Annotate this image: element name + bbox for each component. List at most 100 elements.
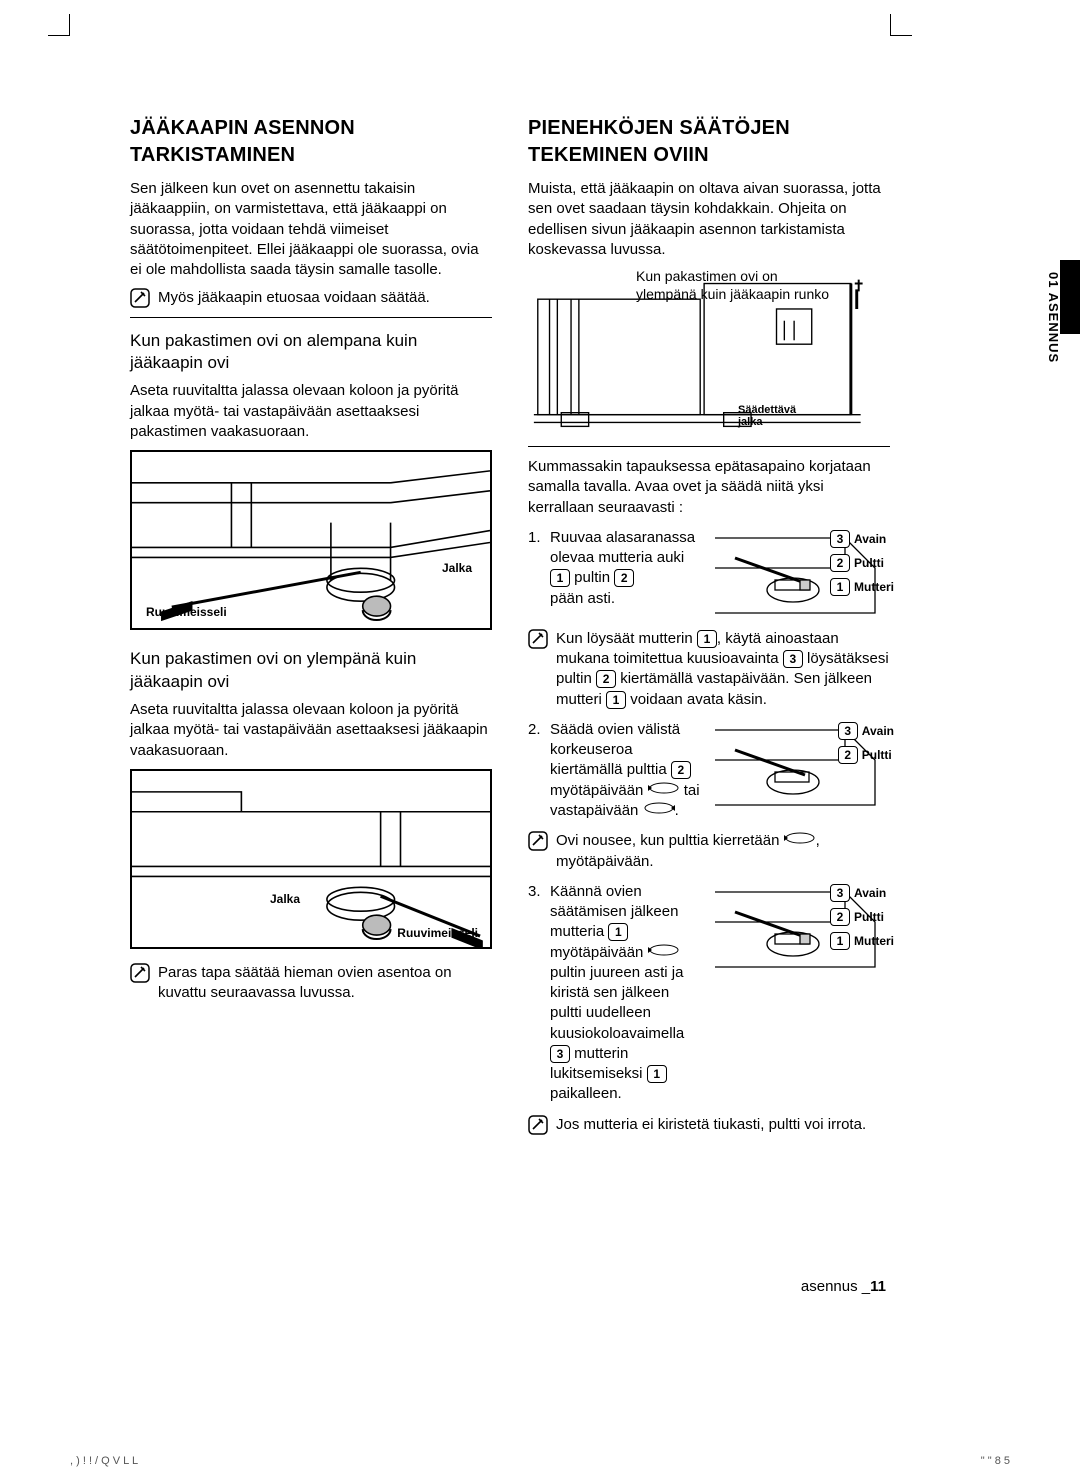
label-jalka-2: Jalka xyxy=(270,891,300,907)
ns1e: voidaan avata käsin. xyxy=(630,691,767,708)
s3c: pultin juureen asti ja kiristä sen jälke… xyxy=(550,964,684,1042)
label-pultti: Pultti xyxy=(854,909,884,925)
label-jalka: Jalka xyxy=(442,560,472,576)
page-content: JÄÄKAAPIN ASENNON TARKISTAMINEN Sen jälk… xyxy=(130,115,890,1375)
right-heading: PIENEHKÖJEN SÄÄTÖJEN TEKEMINEN OVIIN xyxy=(528,115,890,169)
keycap-1: 1 xyxy=(606,691,626,709)
step-3-figure: 3Avain 2Pultti 1Mutteri xyxy=(715,882,890,977)
step-3-text: 3. Käännä ovien säätämisen jälkeen mutte… xyxy=(528,882,705,1109)
step-1: 1. Ruuvaa alasaranassa olevaa mutteria a… xyxy=(528,528,890,623)
fig1-label-line1: Säädettävä xyxy=(738,404,796,416)
fig1-label-line2: jalka xyxy=(738,416,762,428)
step-1-figure: 3Avain 2Pultti 1Mutteri xyxy=(715,528,890,623)
label-avain: Avain xyxy=(854,885,886,901)
keycap-3: 3 xyxy=(550,1045,570,1063)
s2a: Säädä ovien välistä korkeuseroa kiertämä… xyxy=(550,721,680,779)
keycap-2: 2 xyxy=(671,761,691,779)
figure-leg-left: Jalka Ruuvimeisseli xyxy=(130,450,492,630)
sub2-body: Aseta ruuvitaltta jalassa olevaan koloon… xyxy=(130,700,492,761)
label-ruuvimeisseli: Ruuvimeisseli xyxy=(146,604,227,620)
step-2-figure: 3Avain 2Pultti xyxy=(715,720,890,815)
sub2-title: Kun pakastimen ovi on ylempänä kuin jääk… xyxy=(130,648,492,694)
keycap-3: 3 xyxy=(783,650,803,668)
note-icon xyxy=(528,1115,548,1135)
keycap-1: 1 xyxy=(550,569,570,587)
note-step2: Ovi nousee, kun pulttia kierretään , myö… xyxy=(528,831,890,872)
divider xyxy=(528,446,890,447)
label-ruuvimeisseli-2: Ruuvimeisseli xyxy=(397,925,478,941)
note-icon xyxy=(130,963,150,983)
note-front-adjust: Myös jääkaapin etuosaa voidaan säätää. xyxy=(130,288,492,308)
label-mutteri: Mutteri xyxy=(854,933,894,949)
note-step2-text: Ovi nousee, kun pulttia kierretään , myö… xyxy=(556,831,890,872)
s3b: myötäpäivään xyxy=(550,944,643,961)
step-2-text: 2. Säädä ovien välistä korkeuseroa kiert… xyxy=(528,720,705,825)
note-step1: Kun löysäät mutterin 1, käytä ainoastaan… xyxy=(528,629,890,710)
step-number: 2. xyxy=(528,720,544,821)
arrow-cw-icon xyxy=(648,943,680,963)
step-number: 1. xyxy=(528,528,544,609)
keycap-1: 1 xyxy=(608,923,628,941)
note-icon xyxy=(528,831,548,851)
keycap-1: 1 xyxy=(697,630,717,648)
note-best-way: Paras tapa säätää hieman ovien asentoa o… xyxy=(130,963,492,1004)
label-mutteri: Mutteri xyxy=(854,579,894,595)
note-icon xyxy=(130,288,150,308)
step1-c: pään asti. xyxy=(550,590,615,607)
step-3: 3. Käännä ovien säätämisen jälkeen mutte… xyxy=(528,882,890,1109)
left-column: JÄÄKAAPIN ASENNON TARKISTAMINEN Sen jälk… xyxy=(130,115,492,1143)
note-icon xyxy=(528,629,548,649)
ns2b: myötäpäivään. xyxy=(556,853,654,870)
sub1-body: Aseta ruuvitaltta jalassa olevaan koloon… xyxy=(130,381,492,442)
label-avain: Avain xyxy=(862,723,894,739)
print-footer-left: , ) ! ! / Q V L L xyxy=(70,1455,138,1467)
crop-mark-top-left xyxy=(48,14,70,36)
fig1-caption: Kun pakastimen ovi on ylempänä kuin jääk… xyxy=(636,268,829,303)
label-avain: Avain xyxy=(854,531,886,547)
label-pultti: Pultti xyxy=(854,555,884,571)
left-heading: JÄÄKAAPIN ASENNON TARKISTAMINEN xyxy=(130,115,492,169)
ns1a: Kun löysäät mutterin xyxy=(556,630,693,647)
arrow-cw-icon xyxy=(784,831,816,851)
fig1-caption-line1: Kun pakastimen ovi on xyxy=(636,268,778,284)
fig1-label: Säädettävä jalka xyxy=(738,404,796,428)
right-column: PIENEHKÖJEN SÄÄTÖJEN TEKEMINEN OVIIN Mui… xyxy=(528,115,890,1143)
s3e: paikalleen. xyxy=(550,1085,622,1102)
note-step3-text: Jos mutteria ei kiristetä tiukasti, pult… xyxy=(556,1115,866,1135)
side-tab-label: 01 ASENNUS xyxy=(1046,272,1061,363)
crop-mark-top-right xyxy=(890,14,912,36)
side-tab: 01 ASENNUS xyxy=(1028,260,1080,490)
arrow-cw-icon xyxy=(648,781,680,801)
s2b: myötäpäivään xyxy=(550,782,643,799)
left-intro: Sen jälkeen kun ovet on asennettu takais… xyxy=(130,179,492,280)
step-2: 2. Säädä ovien välistä korkeuseroa kiert… xyxy=(528,720,890,825)
print-footer: , ) ! ! / Q V L L " " 8 5 xyxy=(70,1445,1010,1477)
sub1-title: Kun pakastimen ovi on alempana kuin jääk… xyxy=(130,330,492,376)
step-number: 3. xyxy=(528,882,544,1105)
keycap-1: 1 xyxy=(647,1065,667,1083)
keycap-2: 2 xyxy=(596,670,616,688)
side-tab-marker xyxy=(1060,260,1080,334)
page-footer: asennus _11 xyxy=(801,1278,886,1295)
arrow-ccw-icon xyxy=(643,801,675,821)
divider xyxy=(130,317,492,318)
step1-a: Ruuvaa alasaranassa olevaa mutteria auki xyxy=(550,529,695,566)
two-column-layout: JÄÄKAAPIN ASENNON TARKISTAMINEN Sen jälk… xyxy=(130,115,890,1143)
fig1-caption-line2: ylempänä kuin jääkaapin runko xyxy=(636,286,829,302)
mid-paragraph: Kummassakin tapauksessa epätasapaino kor… xyxy=(528,457,890,518)
note-step3: Jos mutteria ei kiristetä tiukasti, pult… xyxy=(528,1115,890,1135)
footer-page-number: 11 xyxy=(870,1278,886,1295)
print-footer-right: " " 8 5 xyxy=(981,1455,1010,1467)
note-step1-text: Kun löysäät mutterin 1, käytä ainoastaan… xyxy=(556,629,890,710)
footer-section: asennus _ xyxy=(801,1278,870,1295)
note-text: Paras tapa säätää hieman ovien asentoa o… xyxy=(158,963,492,1004)
figure-leg-right: Jalka Ruuvimeisseli xyxy=(130,769,492,949)
ns2a: Ovi nousee, kun pulttia kierretään xyxy=(556,832,779,849)
right-intro: Muista, että jääkaapin on oltava aivan s… xyxy=(528,179,890,260)
step-1-text: 1. Ruuvaa alasaranassa olevaa mutteria a… xyxy=(528,528,705,613)
figure-fridge-front: Kun pakastimen ovi on ylempänä kuin jääk… xyxy=(528,268,890,438)
label-pultti: Pultti xyxy=(862,747,892,763)
step1-b: pultin xyxy=(574,569,610,586)
keycap-2: 2 xyxy=(614,569,634,587)
note-text: Myös jääkaapin etuosaa voidaan säätää. xyxy=(158,288,430,308)
